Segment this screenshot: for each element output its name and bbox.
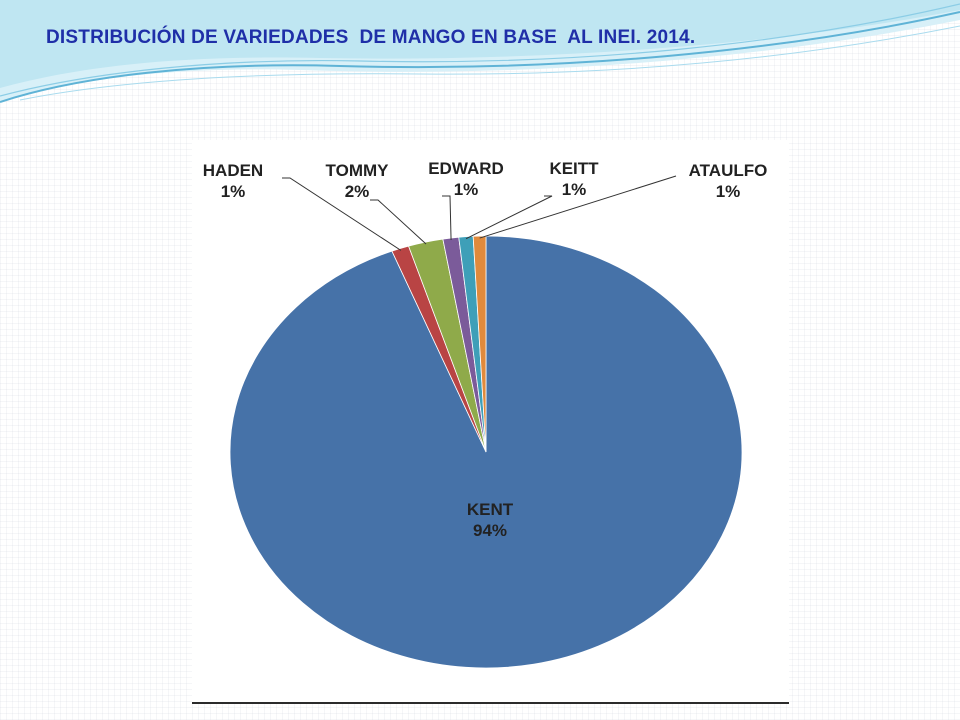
slice-pct-kent: 94% [473,521,507,540]
leader-line-ataulfo [479,175,677,239]
leader-line-keitt [465,195,553,240]
leader-line-tommy [370,199,427,245]
slice-pct-keitt: 1% [562,180,587,199]
slice-pct-edward: 1% [454,180,479,199]
leader-line-edward [442,195,452,241]
slide-title: DISTRIBUCIÓN DE VARIEDADES DE MANGO EN B… [46,27,696,48]
slice-label-haden: HADEN [203,161,263,180]
slice-label-kent: KENT [467,500,514,519]
slice-label-tommy: TOMMY [326,161,390,180]
leader-line-haden [282,177,402,251]
slice-pct-ataulfo: 1% [716,182,741,201]
slice-label-keitt: KEITT [549,159,599,178]
slice-label-edward: EDWARD [428,159,504,178]
chart-baseline [192,702,789,704]
slice-pct-haden: 1% [221,182,246,201]
header-swoosh [0,0,960,103]
slice-pct-tommy: 2% [345,182,370,201]
slice-label-ataulfo: ATAULFO [689,161,768,180]
pie-labels: KENT 94% HADEN 1% TOMMY 2% EDWARD 1% KEITT 1% ATAU… [203,159,768,540]
pie-slices [229,235,743,669]
